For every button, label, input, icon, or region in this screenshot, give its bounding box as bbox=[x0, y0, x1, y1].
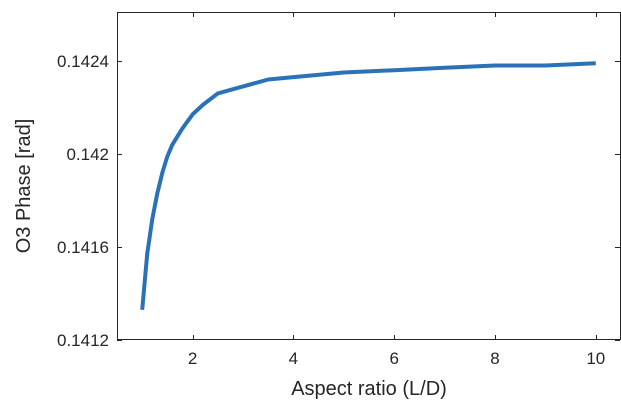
plot-frame bbox=[117, 12, 621, 340]
x-tick-label: 4 bbox=[289, 349, 298, 368]
axes bbox=[117, 12, 621, 341]
x-tick-label: 6 bbox=[389, 349, 398, 368]
y-tick-label: 0.1424 bbox=[57, 52, 109, 71]
tick-labels: 2 4 6 8 10 0.1412 0.1416 0.142 0.1424 bbox=[57, 52, 605, 368]
x-tick-label: 8 bbox=[490, 349, 499, 368]
series-line bbox=[140, 61, 596, 310]
plot-series bbox=[140, 61, 596, 310]
x-tick-label: 10 bbox=[586, 349, 605, 368]
y-tick-label: 0.142 bbox=[66, 145, 109, 164]
y-axis-label: O3 Phase [rad] bbox=[13, 119, 35, 254]
y-tick-label: 0.1412 bbox=[57, 331, 109, 350]
x-tick-label: 2 bbox=[188, 349, 197, 368]
x-axis-label: Aspect ratio (L/D) bbox=[291, 378, 447, 400]
y-tick-label: 0.1416 bbox=[57, 238, 109, 257]
